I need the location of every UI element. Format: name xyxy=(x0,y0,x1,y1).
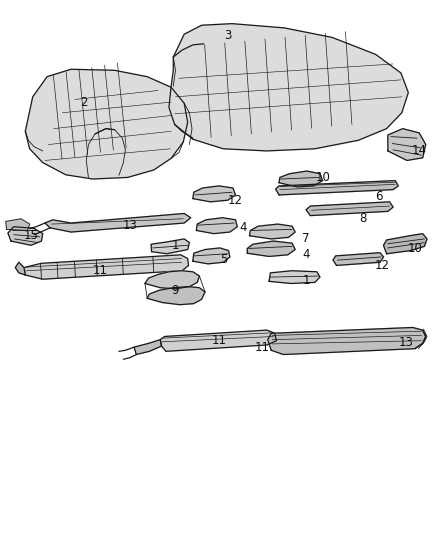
Text: 13: 13 xyxy=(122,219,137,232)
Text: 10: 10 xyxy=(316,172,331,184)
Text: 14: 14 xyxy=(412,144,427,157)
Text: 5: 5 xyxy=(220,253,227,265)
Polygon shape xyxy=(8,227,43,245)
Polygon shape xyxy=(388,128,426,160)
Polygon shape xyxy=(333,253,384,265)
Text: 15: 15 xyxy=(24,229,39,242)
Polygon shape xyxy=(268,327,426,354)
Text: 7: 7 xyxy=(302,232,310,245)
Polygon shape xyxy=(250,224,295,239)
Text: 6: 6 xyxy=(375,190,383,203)
Polygon shape xyxy=(134,340,162,354)
Text: 9: 9 xyxy=(171,284,178,297)
Polygon shape xyxy=(193,186,236,202)
Text: 4: 4 xyxy=(302,248,310,261)
Polygon shape xyxy=(151,239,189,254)
Text: 2: 2 xyxy=(80,95,88,109)
Text: 11: 11 xyxy=(212,334,226,347)
Polygon shape xyxy=(24,255,188,279)
Text: 3: 3 xyxy=(224,29,231,42)
Polygon shape xyxy=(6,219,30,230)
Polygon shape xyxy=(247,241,295,256)
Text: 8: 8 xyxy=(359,212,366,225)
Text: 11: 11 xyxy=(93,264,108,277)
Polygon shape xyxy=(147,287,205,305)
Text: 12: 12 xyxy=(374,259,390,272)
Polygon shape xyxy=(25,69,187,179)
Text: 10: 10 xyxy=(407,242,422,255)
Polygon shape xyxy=(269,271,320,284)
Text: 1: 1 xyxy=(302,274,310,287)
Text: 4: 4 xyxy=(239,221,247,234)
Polygon shape xyxy=(145,271,199,289)
Polygon shape xyxy=(15,262,25,275)
Polygon shape xyxy=(169,23,408,151)
Polygon shape xyxy=(279,171,322,187)
Text: 12: 12 xyxy=(228,194,243,207)
Polygon shape xyxy=(193,248,230,264)
Text: 1: 1 xyxy=(172,239,179,252)
Polygon shape xyxy=(384,233,427,254)
Polygon shape xyxy=(276,181,398,195)
Polygon shape xyxy=(160,330,276,351)
Polygon shape xyxy=(306,202,393,216)
Text: 11: 11 xyxy=(255,341,270,353)
Text: 13: 13 xyxy=(399,336,413,349)
Polygon shape xyxy=(45,214,191,232)
Polygon shape xyxy=(196,217,237,233)
